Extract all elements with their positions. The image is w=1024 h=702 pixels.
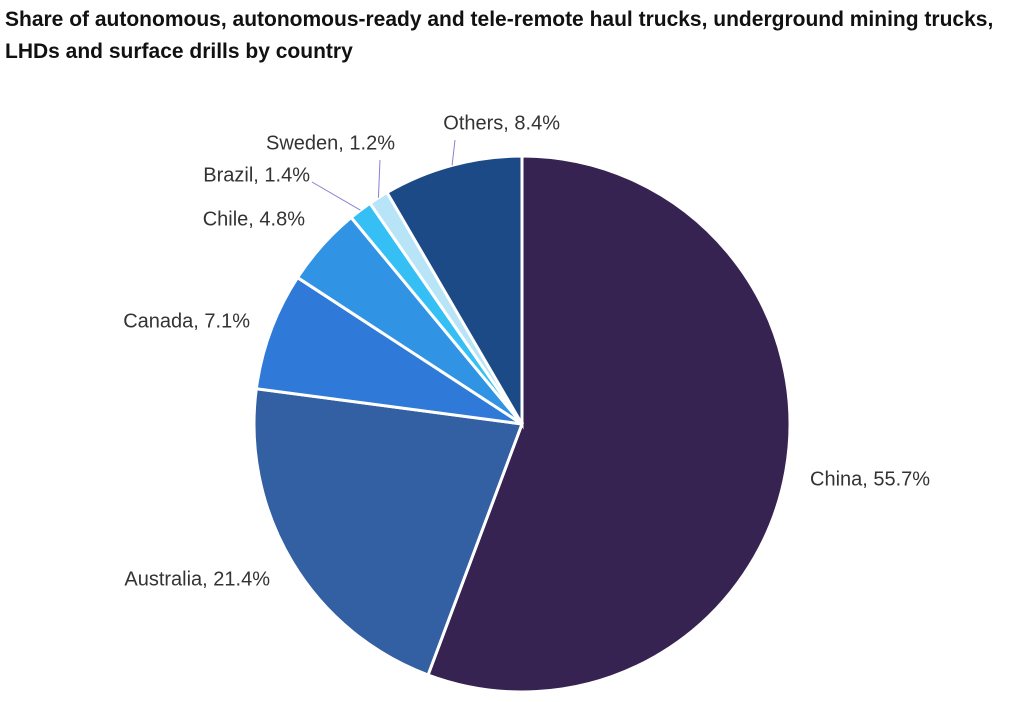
data-label: Brazil, 1.4% [203, 164, 310, 186]
data-label: Chile, 4.8% [203, 208, 305, 230]
data-label: China, 55.7% [810, 468, 930, 490]
pie-slice [384, 154, 524, 430]
data-label: Canada, 7.1% [123, 310, 250, 332]
pie-slice [426, 154, 792, 694]
data-label: Sweden, 1.2% [266, 132, 395, 154]
pie-slice [252, 387, 525, 677]
leader-line [451, 139, 456, 166]
chart-title: Share of autonomous, autonomous-ready an… [5, 8, 994, 63]
data-label: Australia, 21.4% [124, 568, 270, 590]
leader-line [377, 159, 381, 198]
leader-line [311, 181, 361, 211]
pie-slice [254, 275, 523, 426]
data-label: Others, 8.4% [443, 112, 560, 134]
